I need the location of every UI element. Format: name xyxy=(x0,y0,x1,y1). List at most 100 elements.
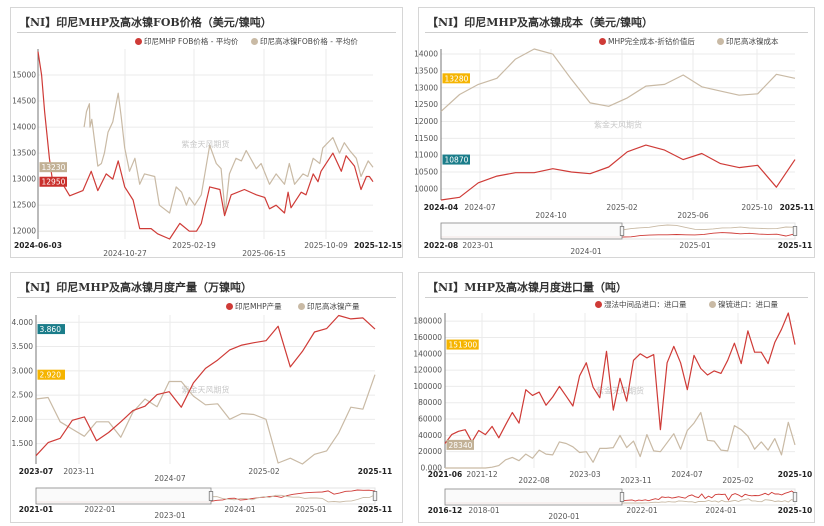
y-tick-label: 40000 xyxy=(418,431,442,440)
legend-item-hpni[interactable]: 镍锍进口：进口量 xyxy=(709,299,778,310)
legend-dot-icon xyxy=(298,303,305,310)
chart-plot: 12000 12500 13000 13500 14000 14500 15000 2024-… xyxy=(12,49,402,258)
y-tick-label: 160000 xyxy=(413,333,442,342)
navigator-label: 2025-01 xyxy=(679,241,711,250)
chart-panel-imports: 【NI】MHP及高冰镍月度进口量（吨） 湿法中间品进口：进口量 镍锍进口：进口量… xyxy=(413,272,815,523)
y-tick-label: 20000 xyxy=(418,447,442,456)
x-tick-label: 2025-10 xyxy=(741,203,773,212)
title-divider xyxy=(425,297,808,298)
y-tick-label: 13000 xyxy=(12,175,36,184)
chart-title: 【NI】印尼MHP及高冰镍FOB价格（美元/镍吨） xyxy=(19,16,272,29)
legend-item-hpni[interactable]: 印尼高冰镍FOB价格 - 平均价 xyxy=(251,36,358,47)
y-tick-label: 11000 xyxy=(414,151,438,160)
navigator-label: 2024-01 xyxy=(224,505,256,514)
y-tick-label: 3.500 xyxy=(12,342,34,351)
navigator-window xyxy=(35,487,212,505)
watermark-text: 紫金天风期货 xyxy=(594,120,642,130)
latest-value-badge xyxy=(39,162,67,173)
legend-dot-icon xyxy=(251,38,258,45)
y-tick-label: 3.000 xyxy=(12,366,34,375)
y-tick-label: 2.500 xyxy=(12,391,34,400)
navigator-label: 2022-08 xyxy=(424,241,458,250)
latest-value-badge xyxy=(442,73,470,84)
y-tick-label: 2.000 xyxy=(12,415,34,424)
y-tick-label: 13500 xyxy=(414,66,438,75)
navigator-handle[interactable] xyxy=(619,226,625,236)
navigator-handle[interactable] xyxy=(792,226,798,236)
chart-plot: 1.500 2.000 2.500 3.000 3.500 4.000 2023-07 202… xyxy=(12,314,392,520)
legend-item-mhp[interactable]: 印尼MHP FOB价格 - 平均价 xyxy=(135,36,238,47)
x-tick-label: 2025-12-15 xyxy=(354,241,402,250)
x-tick-label: 2022-08 xyxy=(518,476,550,485)
x-tick-label: 2023-03 xyxy=(569,470,601,479)
navigator-label: 2025-10 xyxy=(778,506,812,515)
latest-value-text: 151300 xyxy=(449,341,478,350)
x-tick-label: 2021-06 xyxy=(428,470,462,479)
x-tick-label: 2024-10 xyxy=(535,211,567,220)
legend-dot-icon xyxy=(226,303,233,310)
navigator-label: 2022-01 xyxy=(626,506,658,515)
legend-item-hpni[interactable]: 印尼高冰镍产量 xyxy=(298,301,360,312)
legend-item-hpni[interactable]: 印尼高冰镍成本 xyxy=(717,36,779,47)
navigator-series-line xyxy=(622,498,796,504)
chart-panel-fob-price: 【NI】印尼MHP及高冰镍FOB价格（美元/镍吨） 印尼MHP FOB价格 - … xyxy=(10,7,403,258)
legend-item-mhp[interactable]: 印尼MHP产量 xyxy=(226,301,282,312)
navigator-series-line xyxy=(210,494,376,503)
x-tick-label: 2024-07 xyxy=(464,203,496,212)
legend-dot-icon xyxy=(135,38,142,45)
legend-label: 镍锍进口：进口量 xyxy=(718,300,778,309)
navigator-handle[interactable] xyxy=(208,491,214,501)
y-tick-label: 11500 xyxy=(414,134,438,143)
x-tick-label: 2023-07 xyxy=(19,467,53,476)
navigator-label: 2018-01 xyxy=(468,506,500,515)
legend-item-mhp[interactable]: MHP完全成本-折钴价值后 xyxy=(599,36,695,47)
y-tick-label: 80000 xyxy=(418,398,442,407)
navigator-handle[interactable] xyxy=(372,491,378,501)
navigator-series-line xyxy=(621,490,796,502)
latest-value-text: 10870 xyxy=(445,156,469,165)
latest-value-badge xyxy=(37,369,65,380)
series-line-hpni xyxy=(440,48,796,112)
watermark-text: 紫金天风期货 xyxy=(182,385,230,395)
latest-value-badge xyxy=(39,176,67,187)
series-line-mhp xyxy=(35,314,376,457)
navigator-label: 2024-01 xyxy=(705,506,737,515)
title-divider xyxy=(17,297,396,298)
x-tick-label: 2025-10 xyxy=(778,470,812,479)
navigator-label: 2025-11 xyxy=(778,241,812,250)
x-tick-label: 2025-02-19 xyxy=(172,241,216,250)
navigator-label: 2025-11 xyxy=(358,505,392,514)
x-tick-label: 2024-06-03 xyxy=(14,241,62,250)
y-tick-label: 12500 xyxy=(12,201,36,210)
legend-item-mhp[interactable]: 湿法中间品进口：进口量 xyxy=(595,299,687,310)
y-tick-label: 10500 xyxy=(414,168,438,177)
y-tick-label: 10000 xyxy=(414,184,438,193)
navigator-label: 2020-01 xyxy=(548,512,580,521)
y-tick-label: 100000 xyxy=(413,382,442,391)
chart-plot: 10000 10500 11000 11500 12000 12500 13000 13500… xyxy=(414,48,814,256)
x-tick-label: 2021-12 xyxy=(466,470,498,479)
title-divider xyxy=(425,32,808,33)
navigator-handle[interactable] xyxy=(619,492,625,502)
y-tick-label: 13500 xyxy=(12,149,36,158)
x-tick-label: 2024-07 xyxy=(671,470,703,479)
title-divider xyxy=(17,32,396,33)
x-tick-label: 2025-06 xyxy=(677,211,709,220)
legend-dot-icon xyxy=(717,38,724,45)
legend-label: 湿法中间品进口：进口量 xyxy=(604,300,687,309)
x-tick-label: 2023-11 xyxy=(63,467,95,476)
latest-value-text: 2.920 xyxy=(40,371,62,380)
navigator-label: 2025-01 xyxy=(295,505,327,514)
latest-value-text: 12950 xyxy=(42,178,66,187)
navigator-label: 2023-01 xyxy=(154,511,186,520)
x-tick-label: 2025-02 xyxy=(606,203,638,212)
navigator-label: 2023-01 xyxy=(462,241,494,250)
y-tick-label: 0.000 xyxy=(421,464,443,473)
watermark-text: 紫金天风期货 xyxy=(182,139,230,149)
latest-value-text: 3.860 xyxy=(40,325,62,334)
latest-value-text: 13230 xyxy=(42,163,66,172)
navigator-handle[interactable] xyxy=(792,492,798,502)
y-tick-label: 14500 xyxy=(12,97,36,106)
latest-value-badge xyxy=(37,324,65,335)
x-tick-label: 2024-04 xyxy=(424,203,458,212)
